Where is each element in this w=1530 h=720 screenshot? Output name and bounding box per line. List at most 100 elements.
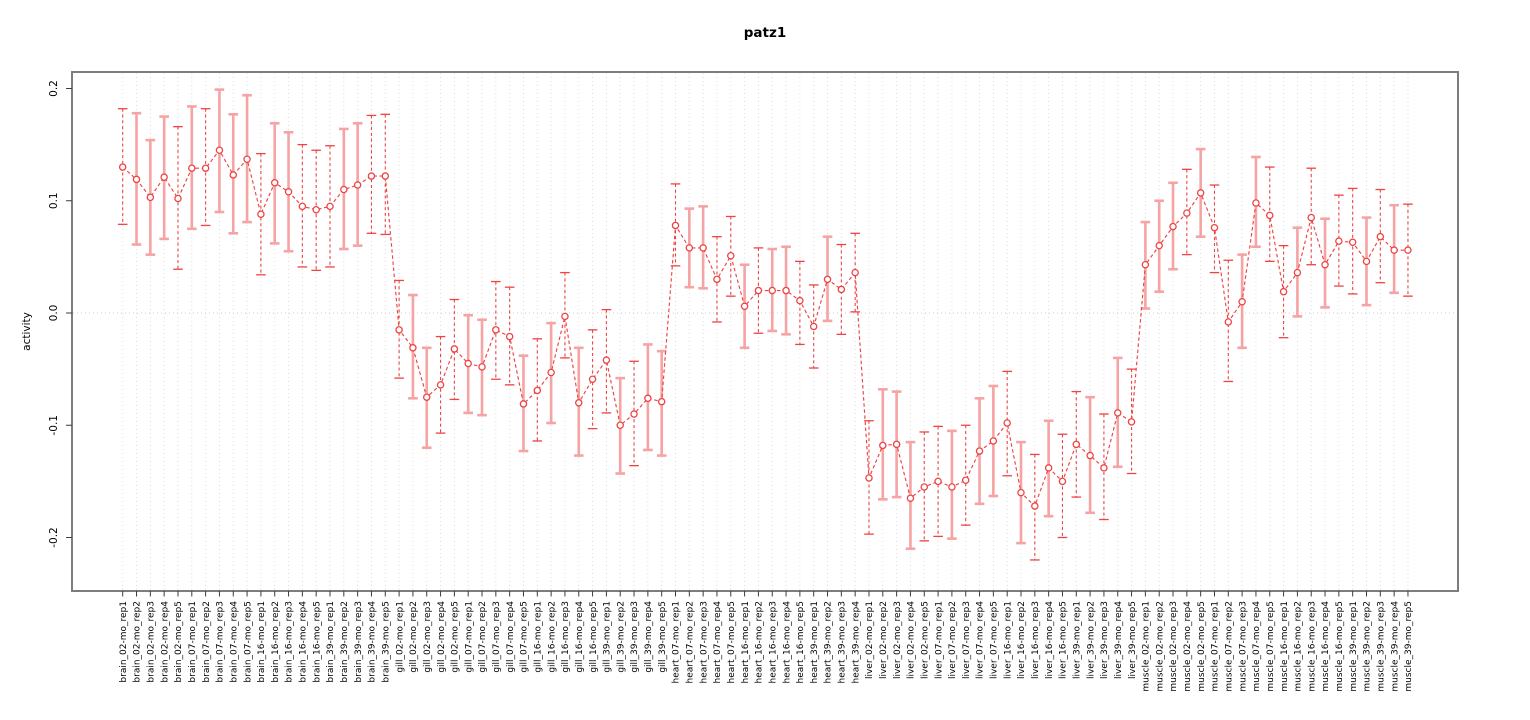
x-tick-label: brain_02-mo_rep5 [174,601,184,683]
x-tick-label: muscle_07-mo_rep5 [1266,601,1276,692]
data-point [934,477,942,486]
x-tick-label: liver_07-mo_rep5 [990,601,1000,679]
data-point [409,344,417,352]
data-point [326,202,334,211]
data-point [132,175,141,184]
data-point [1141,260,1150,269]
x-tick-label: brain_02-mo_rep1 [119,601,129,683]
x-tick-label: liver_39-mo_rep2 [1086,601,1096,679]
data-point [1086,451,1094,460]
x-tick-label: gill_07-mo_rep5 [520,601,530,673]
data-point [1183,209,1191,217]
data-point [188,164,196,172]
error-bar [1334,194,1344,287]
data-point [713,275,721,284]
x-tick-label: liver_07-mo_rep1 [934,601,944,679]
x-tick-label: muscle_02-mo_rep5 [1197,601,1207,692]
x-axis: brain_02-mo_rep1 brain_02-mo_rep2 brain_02… [119,591,1414,692]
x-tick-label: muscle_16-mo_rep5 [1335,601,1345,692]
error-bar [1057,433,1068,539]
data-point [298,202,307,211]
x-tick-label: muscle_39-mo_rep3 [1377,601,1387,692]
data-point [284,188,293,196]
data-point [243,155,251,163]
data-point [671,221,680,230]
x-tick-label: liver_02-mo_rep5 [920,601,930,679]
plot-box [71,71,1459,592]
x-tick-label: liver_02-mo_rep4 [907,601,917,679]
data-point [353,181,362,189]
error-bar [960,424,971,526]
x-tick-label: brain_39-mo_rep1 [326,601,336,683]
x-tick-label: muscle_07-mo_rep4 [1252,601,1262,692]
data-point [519,400,528,408]
data-point [533,386,542,395]
data-point [174,194,182,203]
data-point [1003,419,1011,427]
x-tick-label: liver_02-mo_rep2 [879,601,889,679]
data-point [1224,318,1233,326]
x-tick-label: gill_07-mo_rep1 [464,601,474,673]
x-tick-label: liver_39-mo_rep4 [1114,601,1124,679]
x-tick-label: muscle_39-mo_rep5 [1404,601,1414,692]
x-tick-label: heart_16-mo_rep1 [741,601,751,683]
data-point [1196,189,1205,197]
data-point [1155,241,1163,250]
data-point [837,285,846,294]
data-point [270,179,279,187]
data-point [1279,287,1288,296]
data-point [975,447,984,455]
x-tick-label: muscle_16-mo_rep3 [1307,601,1317,692]
data-point [464,359,472,368]
x-tick-label: muscle_02-mo_rep2 [1155,601,1165,692]
data-point [1238,298,1246,306]
x-tick-label: heart_16-mo_rep5 [796,601,806,683]
x-tick-label: muscle_07-mo_rep2 [1225,601,1235,692]
x-tick-label: brain_16-mo_rep5 [312,601,322,683]
x-tick-label: muscle_16-mo_rep4 [1321,601,1331,692]
x-tick-label: heart_16-mo_rep4 [782,601,792,684]
x-tick-label: gill_16-mo_rep4 [575,601,585,673]
error-bar [601,308,612,414]
data-point [1210,223,1219,232]
x-tick-label: liver_39-mo_rep1 [1072,601,1082,679]
data-point [395,326,403,334]
data-point [201,164,210,172]
data-point [257,210,265,218]
x-tick-label: brain_16-mo_rep3 [285,601,295,683]
x-tick-label: gill_02-mo_rep1 [395,601,405,673]
data-point [1031,502,1039,510]
data-point [450,345,459,353]
x-tick-label: gill_39-mo_rep4 [644,601,654,673]
chart-title: patz1 [744,25,786,41]
data-point [1321,260,1329,269]
data-point [657,397,666,406]
data-point [892,440,901,449]
y-tick-label: 0.1 [48,192,60,209]
data-point [809,322,818,331]
data-point [630,410,638,418]
x-tick-label: liver_16-mo_rep1 [1003,601,1013,679]
x-tick-label: muscle_16-mo_rep2 [1294,601,1304,692]
x-tick-label: liver_16-mo_rep5 [1059,601,1069,679]
x-tick-label: liver_39-mo_rep3 [1100,601,1110,679]
x-tick-label: gill_07-mo_rep4 [506,601,516,673]
x-tick-label: liver_02-mo_rep3 [893,601,903,679]
x-tick-label: gill_39-mo_rep5 [658,601,668,673]
x-tick-label: brain_02-mo_rep3 [147,601,157,683]
error-bar [1278,244,1289,339]
data-point [588,375,597,383]
x-tick-label: gill_16-mo_rep2 [547,601,557,673]
y-axis: 0.2 0.1 0.0 -0.1 -0.2 [48,80,72,548]
data-point [229,171,238,179]
data-point [561,312,569,321]
data-point [685,244,694,252]
data-point [215,146,224,154]
x-tick-label: muscle_02-mo_rep4 [1183,601,1193,692]
x-tick-label: heart_39-mo_rep4 [851,601,861,684]
data-point [1348,238,1357,247]
x-tick-label: brain_16-mo_rep1 [257,601,267,683]
x-tick-label: brain_07-mo_rep2 [202,601,212,683]
